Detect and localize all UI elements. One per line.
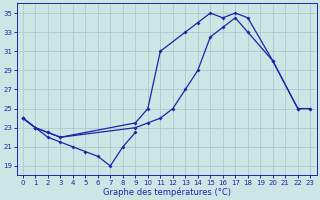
X-axis label: Graphe des températures (°C): Graphe des températures (°C): [103, 187, 231, 197]
